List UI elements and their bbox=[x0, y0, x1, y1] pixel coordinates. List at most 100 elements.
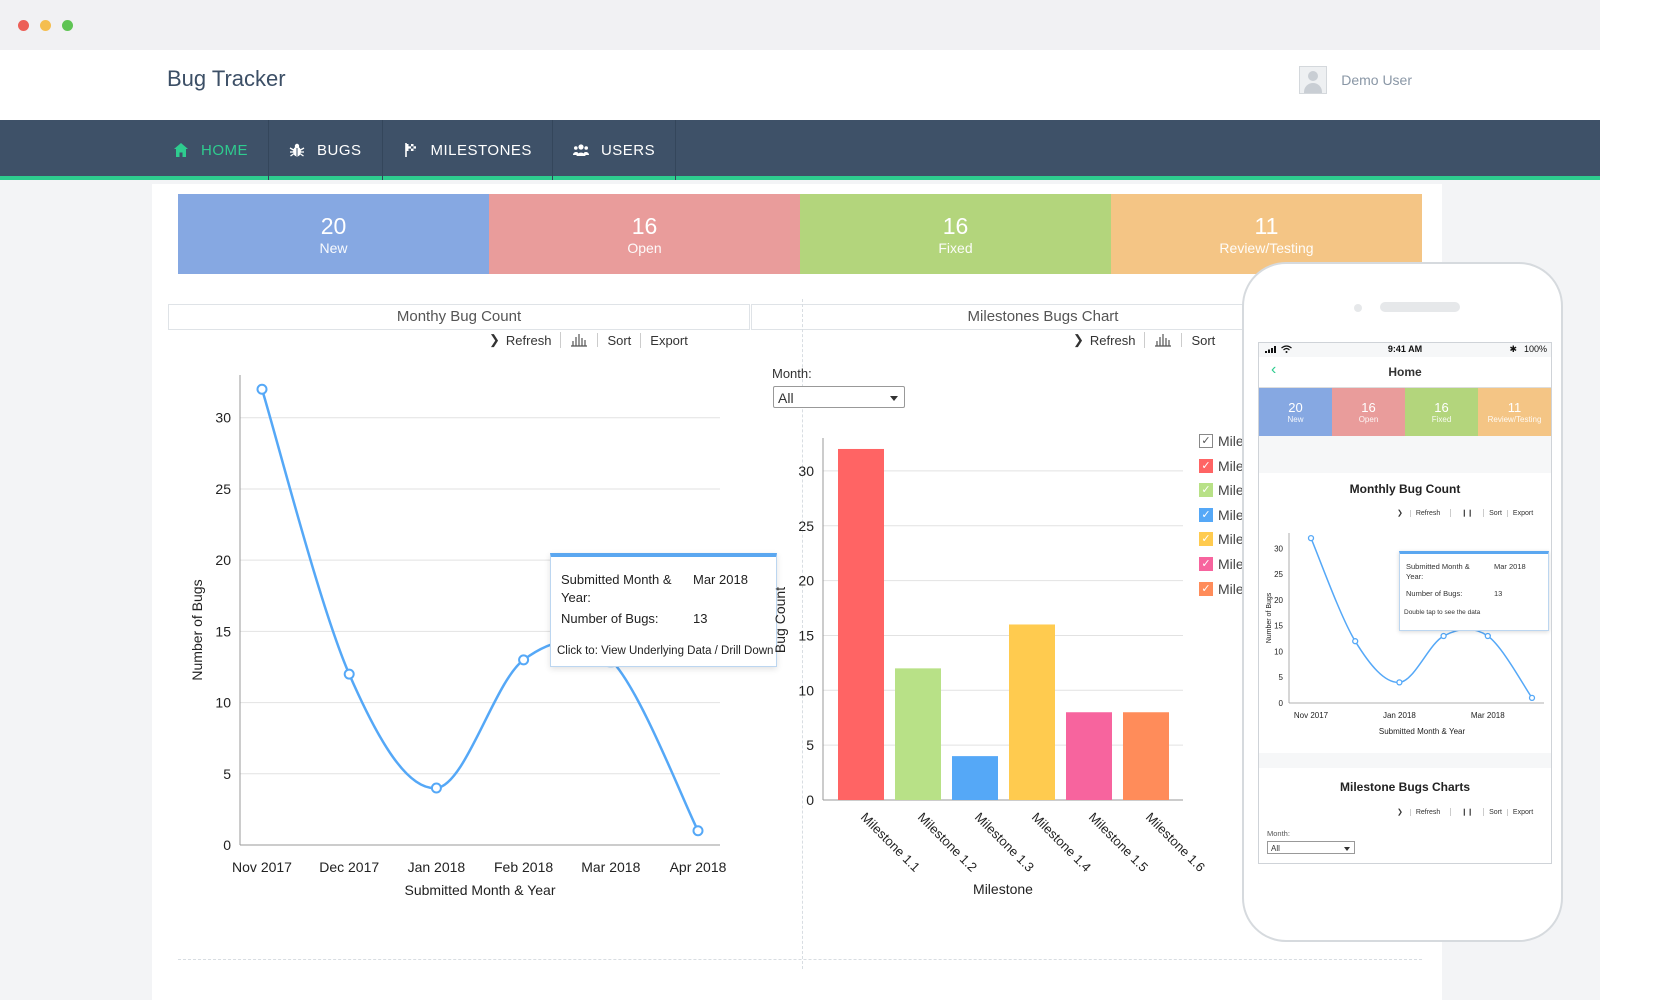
y-tick-label: 5 bbox=[1279, 673, 1284, 682]
bar bbox=[895, 668, 941, 800]
chart-type-button[interactable] bbox=[1145, 333, 1183, 347]
phone-chart-type-button[interactable]: ❙❙ bbox=[1451, 509, 1485, 517]
y-axis-title: Number of Bugs bbox=[1266, 592, 1273, 643]
month-filter-select[interactable]: All bbox=[773, 386, 905, 408]
legend-item[interactable]: ✓ Mile bbox=[1199, 433, 1244, 449]
nav-milestones[interactable]: MILESTONES bbox=[383, 120, 553, 180]
legend-checkbox[interactable]: ✓ bbox=[1199, 458, 1213, 473]
phone-export-button[interactable]: Export bbox=[1512, 808, 1534, 816]
legend-checkbox[interactable]: ✓ bbox=[1199, 507, 1213, 522]
phone-status-new-tile[interactable]: 20 New bbox=[1259, 388, 1332, 436]
legend-checkbox[interactable]: ✓ bbox=[1199, 483, 1213, 498]
phone-screen: 9:41 AM ✱ 100% ‹ Home 20 New 16 Open 16 Fix… bbox=[1258, 342, 1552, 864]
legend-item[interactable]: ✓ Mile bbox=[1199, 556, 1244, 572]
phone-month-select[interactable]: All bbox=[1267, 841, 1355, 854]
bottom-divider bbox=[178, 959, 1422, 960]
bar bbox=[1123, 712, 1169, 800]
status-summary: 20 New 16 Open 16 Fixed 11 Review/Testin… bbox=[178, 194, 1422, 274]
status-count: 16 bbox=[1361, 399, 1376, 415]
refresh-button[interactable]: ❯ Refresh bbox=[1064, 332, 1146, 348]
legend-checkbox[interactable]: ✓ bbox=[1199, 557, 1213, 571]
refresh-button[interactable]: ❯ Refresh bbox=[480, 332, 562, 348]
series-line bbox=[1310, 537, 1533, 699]
app-title[interactable]: Bug Tracker bbox=[167, 66, 286, 91]
nav-users-label: USERS bbox=[600, 141, 656, 159]
legend-item[interactable]: ✓ Mile bbox=[1199, 531, 1244, 547]
legend-item[interactable]: ✓ Mile bbox=[1199, 458, 1244, 474]
y-tick-label: 30 bbox=[798, 463, 814, 479]
milestones-chart-title: Milestones Bugs Chart bbox=[751, 304, 1335, 330]
bar bbox=[1009, 624, 1055, 800]
phone-refresh-button[interactable]: ❯ Refresh bbox=[1387, 509, 1452, 517]
legend-label: Mile bbox=[1218, 580, 1244, 597]
phone-time: 9:41 AM bbox=[1387, 344, 1423, 354]
nav-bugs[interactable]: BUGS bbox=[269, 120, 383, 180]
status-count: 16 bbox=[942, 213, 969, 239]
status-review-tile[interactable]: 11 Review/Testing bbox=[1111, 194, 1422, 274]
bar-chart-icon: ❙❙ bbox=[1461, 809, 1474, 816]
tooltip-drilldown-hint[interactable]: Click to: View Underlying Data / Drill D… bbox=[557, 645, 774, 657]
sort-button[interactable]: Sort bbox=[1191, 332, 1216, 348]
phone-status-bar: 9:41 AM ✱ 100% bbox=[1259, 343, 1551, 357]
status-label: Fixed bbox=[938, 240, 973, 256]
tooltip-key: Submitted Month & Year: bbox=[561, 572, 672, 605]
phone-status-review-tile[interactable]: 11 Review/Testing bbox=[1478, 388, 1551, 436]
chevron-right-icon: ❯ bbox=[1392, 809, 1411, 816]
bar bbox=[952, 756, 998, 800]
panel-divider bbox=[802, 299, 803, 969]
legend-item[interactable]: ✓ Mile bbox=[1199, 581, 1244, 597]
tooltip-value: 13 bbox=[1494, 589, 1503, 598]
legend-checkbox[interactable]: ✓ bbox=[1199, 581, 1213, 596]
legend-item[interactable]: ✓ Mile bbox=[1199, 507, 1244, 523]
y-tick-label: 15 bbox=[1274, 622, 1283, 631]
legend-checkbox[interactable]: ✓ bbox=[1199, 532, 1213, 547]
chart-tooltip[interactable]: Submitted Month & Year: Mar 2018 Number … bbox=[550, 553, 777, 667]
phone-sort-button[interactable]: Sort bbox=[1484, 808, 1508, 816]
export-button[interactable]: Export bbox=[650, 332, 688, 348]
monthly-bug-line-chart[interactable]: 0 5 10 15 20 25 30 Nov 2017 Dec 2017 Jan 2018 Feb … bbox=[150, 355, 750, 915]
phone-status-fixed-tile[interactable]: 16 Fixed bbox=[1405, 388, 1478, 436]
legend-item[interactable]: ✓ Mile bbox=[1199, 482, 1244, 498]
maximize-window-button[interactable] bbox=[62, 20, 73, 31]
phone-speaker bbox=[1380, 302, 1460, 312]
phone-battery: 100% bbox=[1523, 344, 1547, 354]
bar-chart-icon bbox=[571, 334, 588, 347]
phone-export-button[interactable]: Export bbox=[1512, 509, 1534, 517]
wifi-icon bbox=[1281, 345, 1292, 353]
sort-button[interactable]: Sort bbox=[598, 332, 642, 348]
nav-home[interactable]: HOME bbox=[153, 120, 269, 180]
status-new-tile[interactable]: 20 New bbox=[178, 194, 489, 274]
month-filter-label: Month: bbox=[772, 366, 812, 381]
bar-chart-icon bbox=[1155, 334, 1172, 347]
flag-icon bbox=[404, 143, 416, 157]
y-tick-label: 25 bbox=[215, 481, 231, 497]
phone-chart-type-button[interactable]: ❙❙ bbox=[1451, 808, 1485, 816]
data-point bbox=[1396, 679, 1403, 686]
back-chevron-icon[interactable]: ‹ bbox=[1271, 361, 1277, 378]
phone-refresh-button[interactable]: ❯ Refresh bbox=[1387, 808, 1452, 816]
y-tick-label: 20 bbox=[1274, 596, 1283, 605]
y-tick-label: 15 bbox=[798, 627, 814, 643]
minimize-window-button[interactable] bbox=[40, 20, 51, 31]
close-window-button[interactable] bbox=[18, 20, 29, 31]
status-count: 16 bbox=[631, 213, 658, 239]
window-titlebar bbox=[0, 0, 1600, 51]
status-label: New bbox=[319, 240, 348, 256]
status-fixed-tile[interactable]: 16 Fixed bbox=[800, 194, 1111, 274]
nav-users[interactable]: USERS bbox=[553, 120, 677, 180]
user-menu[interactable]: Demo User bbox=[1299, 66, 1412, 94]
status-open-tile[interactable]: 16 Open bbox=[489, 194, 800, 274]
legend-checkbox[interactable]: ✓ bbox=[1199, 434, 1213, 448]
chart-type-button[interactable] bbox=[561, 333, 599, 347]
tooltip-hint: Double tap to see the data bbox=[1404, 609, 1481, 616]
phone-chart-tooltip[interactable]: Submitted Month & Year: Mar 2018 Number … bbox=[1399, 551, 1549, 631]
avatar[interactable] bbox=[1299, 66, 1328, 94]
series-line bbox=[260, 388, 700, 832]
user-name[interactable]: Demo User bbox=[1341, 72, 1412, 88]
phone-sort-button[interactable]: Sort bbox=[1484, 509, 1508, 517]
phone-status-open-tile[interactable]: 16 Open bbox=[1332, 388, 1405, 436]
y-tick-label: 0 bbox=[1279, 699, 1284, 708]
month-filter-value: All bbox=[778, 390, 794, 406]
